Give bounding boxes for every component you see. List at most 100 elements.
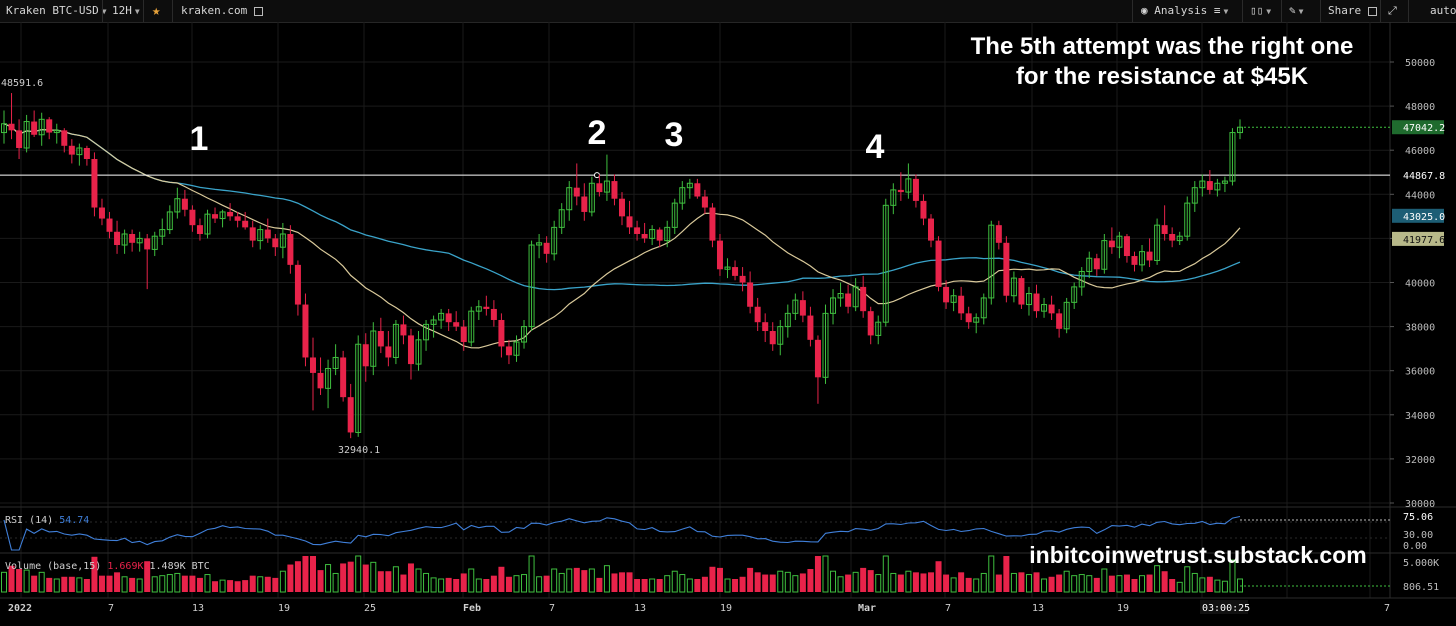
volume-bar [814,556,821,592]
volume-bar [958,572,965,592]
candle-body [799,300,806,316]
volume-label: Volume (base,15) 1.669K 1.489K BTC [5,561,210,572]
fullscreen-icon[interactable]: ⤢ [1388,4,1397,17]
volume-bar [596,577,603,592]
candle-body [325,367,332,389]
volume-bar [16,569,23,592]
candle-body [686,182,693,189]
volume-bar [370,561,377,593]
chart-toolbar: Kraken BTC-USD ▼ 12H ▼ ★ kraken.com ◉ Anal… [0,0,1456,23]
volume-bar [483,579,490,592]
volume-bar [106,575,113,592]
toolbar-divider [102,0,103,22]
star-icon[interactable]: ★ [152,3,161,19]
chart-type-menu[interactable]: ▯▯ ▼ [1250,0,1271,22]
volume-bar [754,572,761,592]
volume-bar [521,574,528,593]
volume-bar [38,571,45,593]
symbol-selector[interactable]: Kraken BTC-USD ▼ [6,0,107,22]
time-tick-label: 7 [108,603,114,614]
rsi-panel: 75.06 30.000.00 [0,512,1433,552]
candle-body [1169,233,1176,241]
candle-body [852,286,859,308]
candle-body [151,235,158,250]
volume-bar [400,574,407,592]
time-tick-label: 7 [1384,603,1390,614]
volume-bar [611,573,618,592]
time-tick-label: 03:00:25 [1202,603,1250,614]
volume-bar [543,575,550,592]
volume-bar [227,580,234,592]
volume-bar [581,570,588,592]
volume-bar [935,561,942,592]
volume-bar [912,572,919,592]
candle-body [16,130,23,148]
time-axis[interactable]: 2022 7 13 19 25 Feb 7 13 19 Mar 7 13 19 03:00:25 7 [8,600,1390,614]
time-tick-label: 25 [364,603,376,614]
candle-body [1048,304,1055,314]
site-link[interactable]: kraken.com [181,0,263,22]
share-button[interactable]: Share [1328,0,1377,22]
volume-bar [490,575,497,592]
volume-bar [1041,578,1048,593]
analysis-menu[interactable]: ◉ Analysis ≡ ▼ [1141,0,1228,22]
attempt-label-4: 4 [866,128,885,166]
volume-bar [784,571,791,593]
candle-body [1025,293,1032,306]
candle-body [1086,257,1093,272]
volume-tick-label: 5.000K [1403,558,1439,569]
candle-body [566,187,573,211]
candle-body [596,183,603,193]
candle-body [1,123,7,134]
candle-body [1116,235,1123,248]
volume-bar [264,576,271,592]
ma-blue-line [3,123,1241,291]
candle-body [468,310,475,343]
volume-series: 5.000K 806.51 [1,555,1439,593]
candle-body [716,240,723,270]
candle-body [762,322,769,332]
candle-body [1056,313,1063,329]
volume-bar [905,570,912,593]
price-chart[interactable]: 5.000K 806.51 75.06 30.000.00 50000 48000 46… [0,22,1456,626]
auto-scale-toggle[interactable]: auto [1430,4,1456,17]
volume-bar [701,576,708,592]
candle-body [897,189,904,193]
volume-bar [1169,579,1176,592]
candle-body [227,211,234,217]
volume-bar [1101,568,1108,593]
volume-bar [242,580,249,592]
candle-body [438,312,445,321]
candle-body [1206,181,1213,190]
volume-bar [845,574,852,592]
volume-bar [573,567,580,592]
candle-body [641,233,648,239]
volume-bar [1237,578,1243,593]
volume-bar [890,572,897,593]
interval-selector[interactable]: 12H ▼ [112,0,140,22]
candle-body [935,240,942,287]
candle-body [31,121,38,135]
volume-bar [121,576,128,593]
volume-bar [174,572,181,593]
price-axis[interactable]: 5000048000460004400042000400003800036000… [1390,58,1445,510]
headline-line-1: The 5th attempt was the right one [971,33,1354,60]
site-label: kraken.com [181,4,248,17]
volume-bar [1139,575,1146,593]
volume-bar [219,579,226,593]
external-link-icon [1367,6,1377,16]
volume-bar [536,576,543,593]
candle-body [242,220,249,228]
candle-body [234,216,241,221]
candle-body [106,218,113,232]
volume-bar [1184,566,1191,593]
candle-body [23,121,30,149]
time-tick-label: 19 [278,603,290,614]
volume-bar [671,570,678,593]
candle-body [1229,132,1236,182]
candle-body [581,196,588,212]
price-tick-label: 30000 [1405,499,1435,510]
volume-bar [1191,572,1198,593]
drawing-tools-menu[interactable]: ✎ ▼ [1289,0,1303,22]
price-tick-label: 34000 [1405,411,1435,422]
